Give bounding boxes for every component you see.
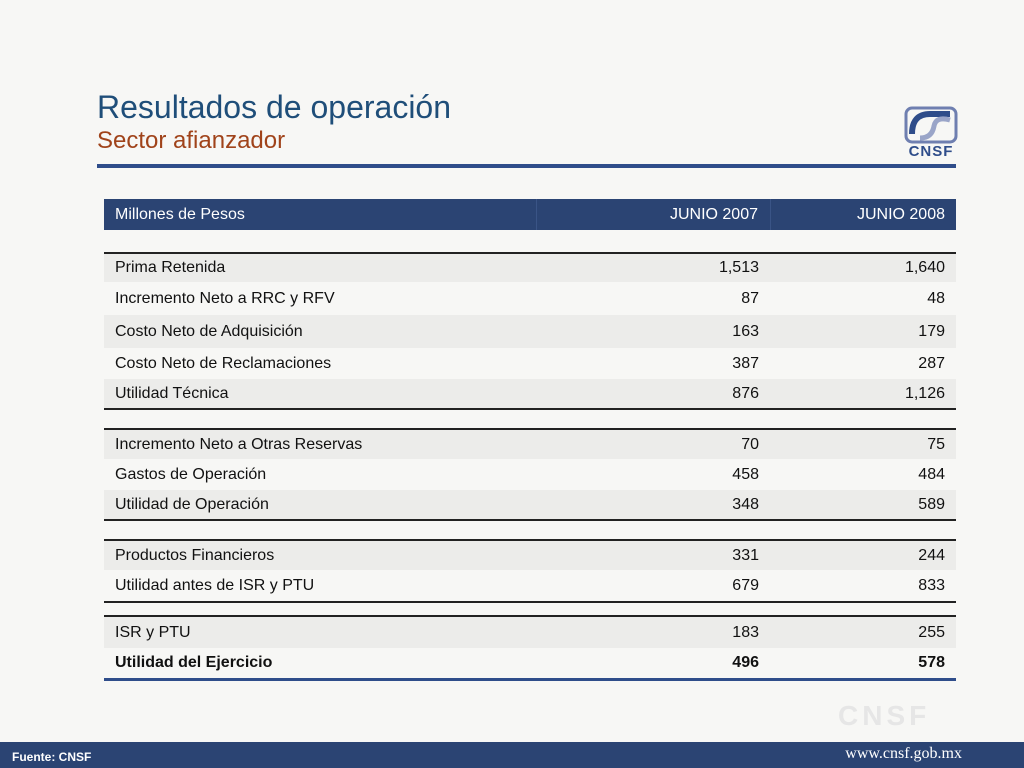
table-gap — [104, 410, 956, 428]
page-title: Resultados de operación — [97, 89, 452, 125]
table-row: Gastos de Operación 458 484 — [104, 459, 956, 490]
table-row: Utilidad Técnica 876 1,126 — [104, 379, 956, 410]
table-row: Costo Neto de Reclamaciones 387 287 — [104, 348, 956, 379]
value-2008: 255 — [918, 623, 945, 641]
cnsf-logo-icon — [904, 106, 958, 144]
value-2007: 331 — [732, 546, 759, 564]
value-2008: 179 — [918, 322, 945, 340]
row-label: Prima Retenida — [115, 259, 226, 276]
value-2008: 484 — [918, 465, 945, 483]
table-row: Costo Neto de Adquisición 163 179 — [104, 315, 956, 348]
value-2008: 1,640 — [904, 259, 945, 276]
value-2007: 1,513 — [718, 259, 759, 276]
value-2007: 87 — [741, 289, 759, 307]
value-2007: 387 — [732, 354, 759, 372]
table-row: Utilidad de Operación 348 589 — [104, 490, 956, 521]
footer-url: www.cnsf.gob.mx — [845, 745, 962, 762]
column-header-concept: Millones de Pesos — [115, 205, 245, 223]
logo-text: CNSF — [908, 143, 954, 160]
value-2007: 183 — [732, 623, 759, 641]
table-row: Prima Retenida 1,513 1,640 — [104, 252, 956, 282]
table-gap — [104, 230, 956, 252]
value-2008: 833 — [918, 576, 945, 594]
table-row: Incremento Neto a RRC y RFV 87 48 — [104, 282, 956, 315]
row-label: Gastos de Operación — [115, 465, 267, 483]
title-divider — [97, 164, 956, 168]
column-header-2008: JUNIO 2008 — [856, 205, 945, 223]
table-gap — [104, 603, 956, 615]
value-2007: 70 — [741, 435, 759, 453]
row-label: Productos Financieros — [115, 546, 275, 564]
table-body: Prima Retenida 1,513 1,640 Incremento Neto … — [104, 252, 956, 681]
cnsf-logo: CNSF — [902, 104, 960, 160]
table-row: Incremento Neto a Otras Reservas 70 75 — [104, 428, 956, 459]
footer-source: Fuente: CNSF — [12, 750, 92, 764]
value-2008: 589 — [918, 495, 945, 513]
results-table: Millones de Pesos JUNIO 2007 JUNIO 2008 … — [104, 199, 956, 681]
table-row: Productos Financieros 331 244 — [104, 539, 956, 570]
row-label: Utilidad antes de ISR y PTU — [115, 576, 315, 594]
row-label: Utilidad de Operación — [115, 495, 269, 513]
value-2007: 348 — [732, 495, 759, 513]
column-header-2007: JUNIO 2007 — [536, 199, 771, 230]
row-label: Incremento Neto a Otras Reservas — [115, 435, 363, 453]
value-2007: 876 — [732, 384, 759, 402]
footer-bar: Fuente: CNSF www.cnsf.gob.mx — [0, 742, 1024, 768]
row-label: Utilidad del Ejercicio — [115, 654, 273, 671]
page-subtitle: Sector afianzador — [97, 127, 286, 154]
value-2008: 244 — [918, 546, 945, 564]
value-2007: 679 — [732, 576, 759, 594]
row-label: Costo Neto de Adquisición — [115, 322, 303, 340]
value-2008: 287 — [918, 354, 945, 372]
value-2008: 578 — [918, 654, 945, 671]
cnsf-watermark: CNSF — [838, 700, 931, 731]
table-gap — [104, 521, 956, 539]
value-2007: 496 — [732, 654, 759, 671]
table-header: Millones de Pesos JUNIO 2007 JUNIO 2008 — [104, 199, 956, 230]
value-2008: 48 — [927, 289, 945, 307]
row-label: ISR y PTU — [115, 623, 191, 641]
row-label: Utilidad Técnica — [115, 384, 229, 402]
value-2007: 163 — [732, 322, 759, 340]
row-label: Incremento Neto a RRC y RFV — [115, 289, 335, 307]
value-2008: 1,126 — [904, 384, 945, 402]
table-row: Utilidad del Ejercicio 496 578 — [104, 648, 956, 681]
table-row: ISR y PTU 183 255 — [104, 615, 956, 648]
row-label: Costo Neto de Reclamaciones — [115, 354, 332, 372]
table-row: Utilidad antes de ISR y PTU 679 833 — [104, 570, 956, 603]
value-2007: 458 — [732, 465, 759, 483]
value-2008: 75 — [927, 435, 945, 453]
